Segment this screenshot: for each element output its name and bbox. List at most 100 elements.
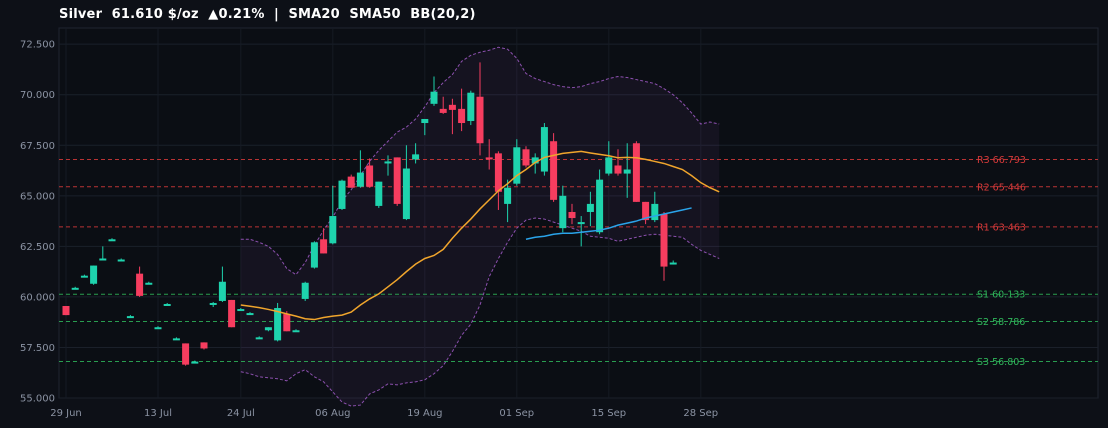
candle (568, 203, 576, 225)
candle (522, 146, 530, 168)
candle-body (494, 153, 502, 192)
candle (402, 145, 410, 221)
candle-body (80, 275, 88, 278)
candle (228, 299, 236, 328)
level-label-r2: R2 65.446 (977, 182, 1026, 193)
candle (172, 337, 180, 341)
candle (310, 241, 318, 269)
candlesticks (62, 62, 677, 366)
candle-body (596, 179, 604, 233)
candle (439, 96, 447, 114)
candle-body (200, 342, 208, 349)
candle (614, 149, 622, 176)
x-tick-label: 13 Jul (144, 408, 172, 419)
title-indicators: SMA20 SMA50 BB(20,2) (288, 7, 476, 22)
candle-body (632, 143, 640, 202)
level-label-s1: S1 60.133 (977, 290, 1025, 301)
chart-title: Silver 61.610 $/oz ▲0.21% | SMA20 SMA50 … (59, 7, 476, 22)
moving-averages (240, 150, 720, 321)
candle-body (550, 141, 558, 200)
candle (642, 201, 650, 225)
candle-body (191, 361, 199, 364)
candle (540, 123, 548, 176)
candle (559, 185, 567, 233)
bb-upper-line (240, 46, 720, 276)
title-change: ▲0.21% (208, 7, 265, 22)
candle (329, 185, 337, 245)
candle-body (412, 154, 420, 160)
candle-body (375, 181, 383, 206)
candle (347, 174, 355, 188)
candle-body (136, 273, 144, 296)
candle-body (145, 282, 153, 285)
x-tick-label: 15 Sep (591, 408, 626, 419)
candle-body (540, 127, 548, 172)
candle-body (274, 308, 282, 341)
candle-body (586, 203, 594, 212)
candle (117, 258, 125, 262)
candle-body (283, 314, 291, 332)
candle-body (218, 281, 226, 301)
candle-body (255, 337, 263, 340)
bb-lower-line (240, 217, 720, 407)
candle-body (338, 180, 346, 209)
candle-body (448, 104, 456, 110)
candle-body (402, 168, 410, 220)
candle-body (421, 118, 429, 124)
candle-body (504, 187, 512, 204)
y-tick-label: 57.500 (20, 343, 55, 354)
candle (200, 342, 208, 350)
candle (384, 155, 392, 176)
candle (605, 141, 613, 176)
candle (356, 150, 364, 188)
x-tick-label: 28 Sep (683, 408, 718, 419)
candle (458, 88, 466, 132)
candle-body (577, 222, 585, 225)
candle (366, 158, 374, 188)
candle-body (347, 176, 355, 188)
candle (136, 266, 144, 297)
level-label-r1: R1 63.463 (977, 222, 1026, 233)
candle-body (71, 287, 79, 290)
x-tick-label: 01 Sep (499, 408, 534, 419)
candle (338, 179, 346, 210)
y-tick-label: 70.000 (20, 90, 55, 101)
x-axis: 29 Jun 13 Jul 24 Jul 06 Aug 19 Aug 01 Sep 15 S… (50, 408, 718, 419)
gridlines (59, 28, 1098, 399)
x-tick-label: 06 Aug (315, 408, 350, 419)
candle (301, 281, 309, 301)
candle-body (522, 149, 530, 166)
candle-body (90, 265, 98, 284)
candle (264, 327, 272, 332)
candle-body (246, 313, 254, 316)
candle-body (154, 327, 162, 330)
candle-body (301, 282, 309, 299)
candle (669, 260, 677, 265)
x-tick-label: 29 Jun (50, 408, 82, 419)
candle-body (623, 169, 631, 174)
x-tick-label: 24 Jul (227, 408, 255, 419)
candle-body (476, 96, 484, 144)
candle (99, 246, 107, 261)
candle (476, 62, 484, 156)
candle (154, 326, 162, 330)
candle-body (614, 165, 622, 174)
candle (494, 151, 502, 210)
candle-body (642, 201, 650, 221)
plot-area (58, 27, 1099, 399)
candle-body (356, 172, 364, 187)
title-symbol: Silver (59, 7, 103, 22)
candle-body (485, 157, 493, 160)
candle-body (513, 147, 521, 184)
y-tick-label: 55.000 (20, 394, 55, 405)
candle (513, 139, 521, 186)
y-tick-label: 62.500 (20, 242, 55, 253)
candle-body (117, 259, 125, 262)
candle (660, 211, 668, 281)
candle (651, 191, 659, 223)
candle (62, 306, 70, 316)
candle-body (163, 303, 171, 306)
candle (274, 302, 282, 342)
y-tick-label: 72.500 (20, 40, 55, 51)
candle (485, 139, 493, 170)
